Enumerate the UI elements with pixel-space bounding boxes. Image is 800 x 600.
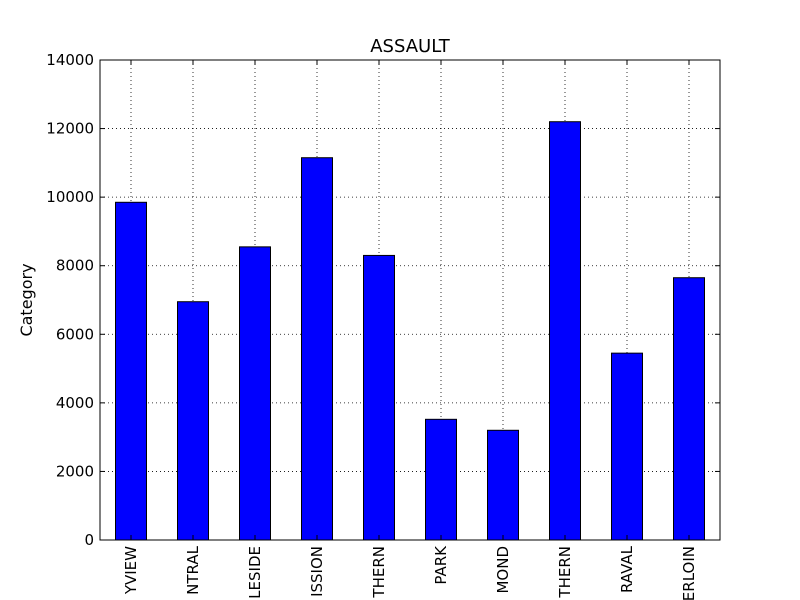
y-tick-labels: 0 2000 4000 6000 8000 10000 12000 14000 [46,51,94,549]
x-tick-label: PARK [432,545,450,585]
y-tick-label: 8000 [56,257,94,275]
x-tick-labels: YVIEW NTRAL LESIDE ISSION THERN PARK MOND THERN… [122,545,698,600]
bar-northern [363,254,395,541]
x-tick-label: MOND [494,546,512,594]
x-tick-label: NTRAL [184,545,202,594]
y-tick-label: 0 [84,531,94,549]
bars [115,121,705,541]
bar-ingleside [239,246,271,541]
y-tick-label: 4000 [56,394,94,412]
bar-taraval [611,352,643,541]
x-tick-label: YVIEW [122,546,140,595]
chart-title: ASSAULT [370,36,451,57]
y-tick-label: 2000 [56,462,94,480]
x-tick-label: LESIDE [246,546,264,599]
x-tick-label: THERN [370,546,388,599]
x-tick-label: THERN [556,546,574,599]
y-tick-label: 14000 [46,51,94,69]
x-tick-label: RAVAL [618,545,636,593]
bar-tenderloin [673,277,705,541]
y-tick-label: 6000 [56,325,94,343]
x-tick-label: ISSION [308,546,326,597]
bar-bayview [115,201,147,541]
bar-central [177,301,209,541]
bar-richmond [487,429,519,541]
bar-mission [301,157,333,541]
plot-frame [99,59,721,541]
y-tick-label: 12000 [46,120,94,138]
x-tick-label: ERLOIN [680,546,698,600]
bar-park [425,418,457,541]
y-axis-label: Category [17,263,36,336]
bar-southern [549,121,581,541]
axis-ticks [100,59,720,541]
y-tick-label: 10000 [46,188,94,206]
